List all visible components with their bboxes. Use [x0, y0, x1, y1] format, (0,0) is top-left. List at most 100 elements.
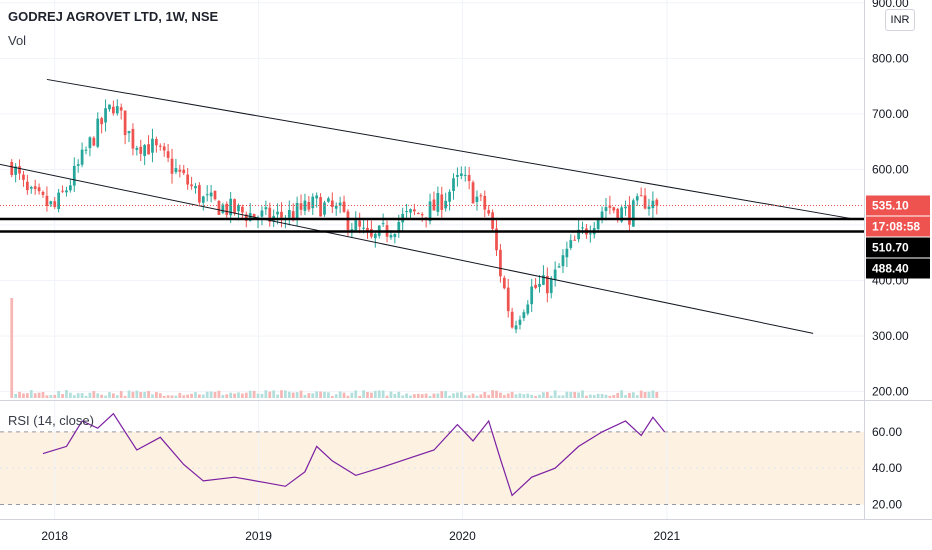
- volume-bar: [350, 392, 354, 398]
- volume-bar: [209, 391, 213, 398]
- candle-body: [381, 223, 385, 225]
- candle-body: [409, 209, 412, 213]
- candle-body: [428, 201, 432, 222]
- price-tag: [866, 258, 930, 279]
- candle-body: [604, 207, 608, 211]
- candle-body: [119, 107, 123, 111]
- candle-body: [444, 200, 448, 209]
- volume-bar: [213, 391, 217, 398]
- candle-body: [327, 198, 330, 202]
- volume-bar: [373, 390, 377, 398]
- volume-bar: [22, 393, 25, 398]
- candle-body: [389, 235, 393, 238]
- candle-body: [158, 145, 162, 147]
- candle-body: [616, 208, 620, 221]
- candle-body: [49, 201, 53, 205]
- volume-bar: [456, 392, 459, 398]
- volume-bar: [327, 392, 330, 398]
- volume-bar: [72, 395, 76, 398]
- volume-bar: [628, 392, 631, 398]
- candle-body: [514, 325, 518, 330]
- price-tag: [866, 237, 930, 258]
- volume-bar: [377, 390, 381, 398]
- time-tick-label: 2020: [449, 529, 476, 543]
- volume-bar: [506, 393, 510, 398]
- candle-body: [14, 166, 18, 175]
- volume-bar: [170, 395, 174, 398]
- volume-bar: [61, 393, 64, 398]
- volume-bar: [479, 394, 483, 398]
- candle-body: [25, 181, 29, 191]
- volume-bar: [92, 391, 96, 398]
- candle-body: [252, 213, 256, 218]
- volume-bar: [123, 395, 127, 398]
- candle-body: [291, 211, 295, 221]
- volume-bar: [256, 393, 260, 398]
- candle-body: [147, 144, 150, 155]
- volume-bar: [252, 390, 256, 398]
- candle-body: [467, 174, 471, 182]
- price-tick-label: 900.00: [872, 0, 909, 10]
- volume-bar: [416, 393, 420, 398]
- volume-bar: [119, 391, 123, 398]
- candle-body: [354, 220, 358, 231]
- candle-body: [596, 218, 600, 230]
- candle-body: [346, 211, 350, 231]
- candle-body: [518, 319, 522, 325]
- candle-body: [624, 206, 627, 209]
- volume-bar: [432, 393, 436, 398]
- volume-bar: [338, 391, 342, 398]
- volume-bar: [41, 392, 45, 398]
- volume-bar: [459, 392, 463, 398]
- volume-bar: [475, 395, 479, 398]
- candle-body: [205, 194, 209, 196]
- candle-body: [483, 195, 487, 210]
- volume-bar: [413, 394, 416, 398]
- volume-bar: [510, 391, 514, 398]
- candle-body: [475, 196, 479, 203]
- price-tag-text: 488.40: [872, 262, 909, 276]
- candle-body: [487, 210, 491, 214]
- candle-body: [10, 162, 14, 175]
- currency-button[interactable]: INR: [885, 9, 915, 31]
- candle-body: [170, 158, 174, 174]
- volume-bar: [198, 394, 201, 398]
- price-tag-text: 17:08:58: [872, 220, 920, 234]
- candle-body: [162, 146, 166, 151]
- candle-body: [581, 227, 584, 229]
- candle-body: [72, 165, 76, 186]
- volume-bar: [135, 390, 139, 398]
- volume-bar: [358, 395, 362, 398]
- volume-bar: [100, 394, 104, 398]
- candle-body: [194, 186, 197, 189]
- candle-body: [565, 248, 569, 258]
- volume-bar: [409, 395, 412, 398]
- candle-body: [237, 205, 240, 212]
- volume-bar: [229, 392, 233, 398]
- candle-body: [311, 196, 315, 209]
- candle-body: [182, 169, 186, 174]
- candle-body: [643, 195, 647, 209]
- volume-bar: [608, 395, 612, 398]
- candle-body: [545, 276, 549, 294]
- candle-body: [41, 191, 45, 195]
- volume-bar: [241, 393, 244, 398]
- volume-bar: [526, 393, 530, 398]
- volume-bar: [221, 394, 225, 398]
- volume-bar: [549, 395, 553, 398]
- volume-bar: [248, 390, 252, 398]
- candle-body: [366, 228, 369, 231]
- volume-bar: [522, 394, 526, 398]
- volume-bar: [514, 394, 518, 398]
- candle-body: [471, 182, 475, 204]
- volume-bar: [502, 395, 506, 398]
- candle-body: [18, 166, 21, 174]
- volume-bar: [651, 390, 655, 398]
- volume-bar: [131, 391, 135, 398]
- candle-body: [123, 110, 127, 136]
- price-tick-label: 700.00: [872, 107, 909, 121]
- candle-body: [432, 199, 436, 211]
- volume-bar: [389, 391, 393, 398]
- candle-body: [651, 200, 655, 209]
